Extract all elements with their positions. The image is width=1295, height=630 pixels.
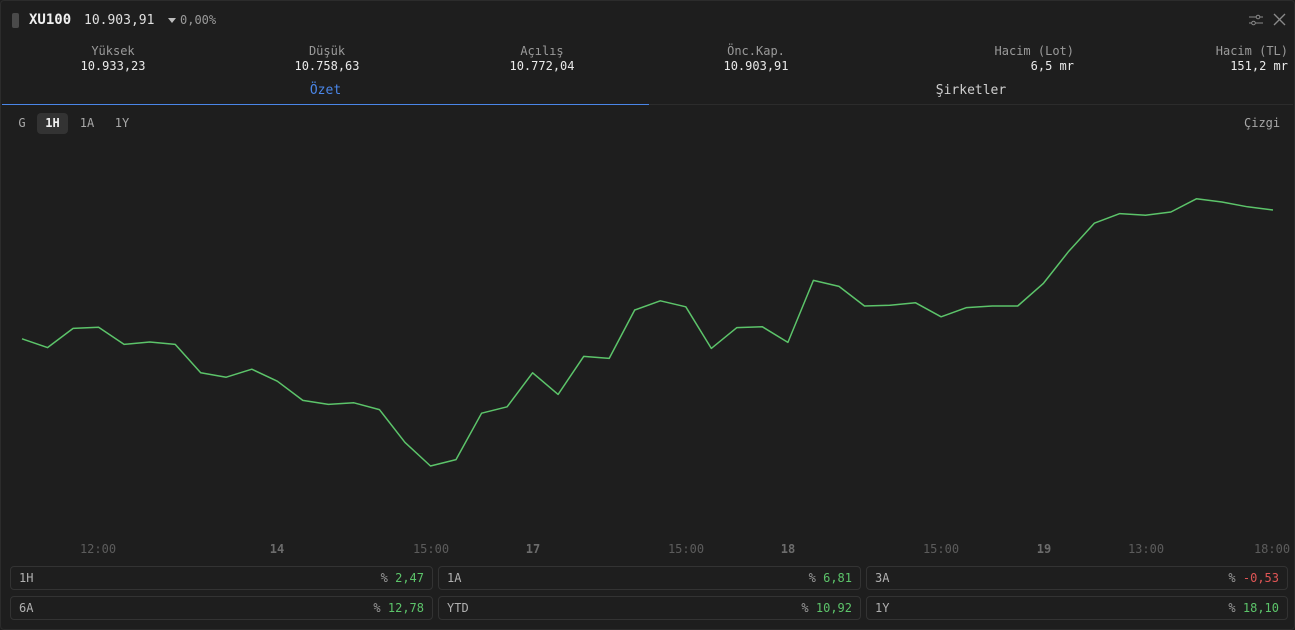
stat-label: Önc.Kap.	[727, 44, 785, 58]
perf-box-3a: 3A % -0,53	[866, 566, 1288, 590]
stat-label: Düşük	[308, 44, 346, 58]
perf-label: 3A	[875, 571, 890, 585]
perf-box-ytd: YTD % 10,92	[438, 596, 861, 620]
perf-prefix: %	[808, 571, 816, 585]
period-1h[interactable]: 1H	[37, 113, 68, 134]
x-tick-label: 15:00	[412, 542, 450, 556]
period-1a[interactable]: 1A	[79, 116, 95, 130]
perf-value-wrap: % 12,78	[373, 597, 424, 619]
period-g[interactable]: G	[18, 116, 26, 130]
tab-sirketler[interactable]: Şirketler	[649, 82, 1293, 105]
tab-ozet[interactable]: Özet	[2, 82, 649, 105]
stat-value: 10.772,04	[509, 59, 575, 73]
widget-header: XU100 10.903,91 0,00%	[0, 0, 1295, 40]
perf-value: 2,47	[395, 571, 424, 585]
last-price: 10.903,91	[84, 13, 155, 28]
perf-prefix: %	[801, 601, 809, 615]
stat-value: 10.933,23	[80, 59, 146, 73]
perf-box-1a: 1A % 6,81	[438, 566, 861, 590]
x-tick-label: 19	[1036, 542, 1052, 556]
stat-low: Düşük 10.758,63	[277, 44, 377, 74]
price-chart[interactable]	[0, 140, 1295, 540]
stat-value: 10.903,91	[723, 59, 789, 73]
x-tick-label: 12:00	[79, 542, 117, 556]
perf-value: 6,81	[823, 571, 852, 585]
price-line	[21, 198, 1274, 467]
perf-value-wrap: % 10,92	[801, 597, 852, 619]
close-icon[interactable]	[1273, 13, 1286, 26]
perf-label: 6A	[19, 601, 34, 615]
perf-value: -0,53	[1242, 571, 1279, 585]
x-tick-label: 14	[269, 542, 285, 556]
stat-value: 151,2 mr	[1230, 59, 1288, 73]
caret-down-icon	[168, 17, 176, 23]
stat-value: 10.758,63	[294, 59, 360, 73]
symbol-name[interactable]: XU100	[29, 12, 72, 28]
perf-box-1h: 1H % 2,47	[10, 566, 433, 590]
perf-label: 1A	[447, 571, 462, 585]
stat-high: Yüksek 10.933,23	[63, 44, 163, 74]
perf-value-wrap: % 6,81	[809, 567, 852, 589]
perf-value: 18,10	[1242, 601, 1279, 615]
stat-label: Yüksek	[91, 44, 135, 58]
perf-prefix: %	[380, 571, 388, 585]
chart-type-selector[interactable]: Çizgi	[1244, 116, 1281, 130]
x-tick-label: 15:00	[922, 542, 960, 556]
stat-volume-lot: Hacim (Lot) 6,5 mr	[954, 44, 1074, 74]
stat-value: 6,5 mr	[1030, 59, 1074, 73]
stat-label: Açılış	[520, 44, 564, 58]
perf-prefix: %	[1228, 571, 1236, 585]
perf-prefix: %	[373, 601, 381, 615]
period-1y[interactable]: 1Y	[114, 116, 130, 130]
stat-prev-close: Önc.Kap. 10.903,91	[706, 44, 806, 74]
x-tick-label: 18	[780, 542, 796, 556]
x-tick-label: 18:00	[1253, 542, 1291, 556]
x-tick-label: 13:00	[1127, 542, 1165, 556]
perf-prefix: %	[1228, 601, 1236, 615]
stat-label: Hacim (Lot)	[994, 44, 1074, 58]
price-change-value: 0,00%	[180, 13, 217, 27]
settings-sliders-icon[interactable]	[1249, 14, 1263, 26]
perf-value: 12,78	[387, 601, 424, 615]
perf-value-wrap: % 18,10	[1228, 597, 1279, 619]
perf-box-6a: 6A % 12,78	[10, 596, 433, 620]
perf-value-wrap: % 2,47	[381, 567, 424, 589]
x-tick-label: 17	[525, 542, 541, 556]
perf-value: 10,92	[815, 601, 852, 615]
perf-label: YTD	[447, 601, 469, 615]
stat-open: Açılış 10.772,04	[492, 44, 592, 74]
price-change: 0,00%	[168, 13, 216, 27]
drag-handle-icon[interactable]	[12, 13, 19, 28]
stat-label: Hacim (TL)	[1215, 44, 1288, 58]
perf-label: 1H	[19, 571, 34, 585]
perf-value-wrap: % -0,53	[1228, 567, 1279, 589]
stat-volume-tl: Hacim (TL) 151,2 mr	[1168, 44, 1288, 74]
perf-label: 1Y	[875, 601, 890, 615]
x-tick-label: 15:00	[667, 542, 705, 556]
perf-box-1y: 1Y % 18,10	[866, 596, 1288, 620]
